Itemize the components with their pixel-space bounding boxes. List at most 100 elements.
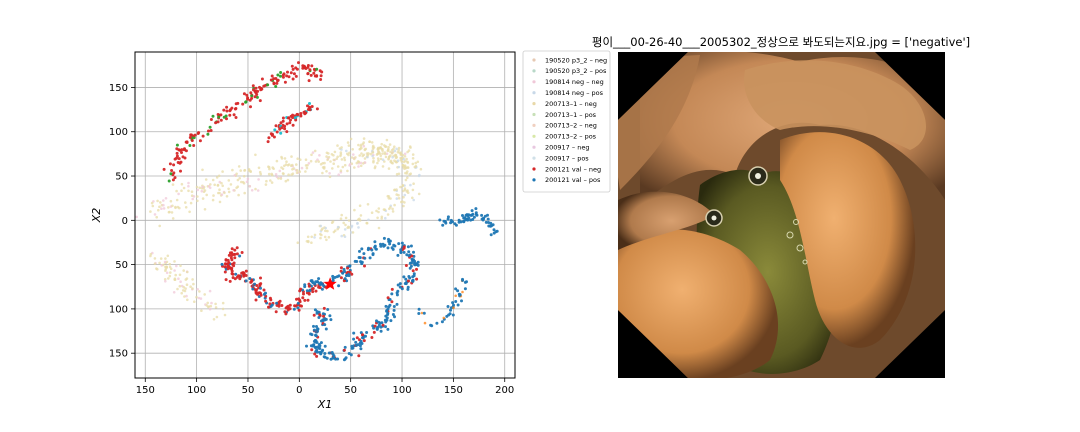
data-point xyxy=(231,276,235,280)
data-point xyxy=(354,340,358,344)
data-point xyxy=(332,356,336,359)
data-point xyxy=(178,273,182,277)
data-point xyxy=(449,308,452,312)
data-point xyxy=(224,114,228,118)
legend-entry-label: 190520 p3_2 – neg xyxy=(545,56,607,64)
data-point xyxy=(319,78,323,81)
data-point xyxy=(417,307,421,311)
data-point xyxy=(370,248,374,252)
data-point xyxy=(262,292,266,296)
data-point xyxy=(172,291,176,294)
data-point xyxy=(446,215,450,219)
data-point xyxy=(166,254,170,258)
data-point xyxy=(357,143,360,147)
data-point xyxy=(328,314,332,318)
data-point xyxy=(377,226,381,230)
data-point xyxy=(217,174,221,178)
data-point xyxy=(346,141,350,144)
data-point xyxy=(397,197,401,200)
data-point xyxy=(385,138,389,142)
data-point xyxy=(206,132,210,136)
data-point xyxy=(463,287,467,291)
data-point xyxy=(388,242,392,246)
data-point xyxy=(279,121,283,125)
data-point xyxy=(474,212,478,216)
y-tick-label: 150 xyxy=(109,83,128,94)
data-point xyxy=(387,239,391,243)
data-point xyxy=(197,296,201,300)
data-point xyxy=(306,64,310,67)
data-point xyxy=(149,254,152,258)
data-point xyxy=(299,112,303,115)
data-point xyxy=(375,153,379,156)
data-point xyxy=(234,272,238,276)
data-point xyxy=(343,277,347,281)
data-point xyxy=(389,159,393,163)
data-point xyxy=(301,296,305,300)
data-point xyxy=(358,256,362,260)
data-point xyxy=(342,221,346,225)
data-point xyxy=(325,238,328,242)
data-point xyxy=(208,186,212,190)
data-point xyxy=(266,83,270,87)
data-point xyxy=(201,134,205,138)
data-point xyxy=(265,179,268,183)
data-point xyxy=(259,286,262,290)
data-point xyxy=(234,102,238,106)
data-point xyxy=(175,189,178,193)
data-point xyxy=(266,140,270,144)
data-point xyxy=(336,144,339,147)
data-point xyxy=(291,77,295,81)
data-point xyxy=(188,144,192,147)
data-point xyxy=(258,282,262,286)
data-point xyxy=(167,277,170,280)
data-point xyxy=(299,287,303,291)
data-point xyxy=(255,95,259,99)
legend-swatch xyxy=(532,123,536,127)
data-point xyxy=(217,191,220,195)
data-point xyxy=(264,299,268,303)
data-point xyxy=(409,244,413,248)
data-point xyxy=(285,305,289,309)
data-point xyxy=(228,113,232,117)
data-point xyxy=(390,300,394,304)
data-point xyxy=(377,207,381,210)
data-point xyxy=(325,155,328,158)
data-point xyxy=(250,189,254,192)
data-point xyxy=(240,251,244,254)
data-point xyxy=(254,153,257,157)
data-point xyxy=(288,121,292,125)
data-point xyxy=(362,252,366,256)
data-point xyxy=(237,165,241,168)
data-point xyxy=(347,219,351,222)
data-point xyxy=(308,289,312,293)
legend-swatch xyxy=(532,156,536,160)
data-point xyxy=(411,269,415,273)
data-point xyxy=(362,153,366,157)
data-point xyxy=(454,294,458,298)
data-point xyxy=(365,221,369,225)
data-point xyxy=(423,321,427,325)
data-point xyxy=(355,336,359,340)
data-point xyxy=(327,152,330,155)
data-point xyxy=(393,149,397,153)
data-point xyxy=(487,221,490,224)
data-point xyxy=(320,349,324,353)
data-point xyxy=(348,264,352,268)
data-point xyxy=(201,197,205,200)
data-point xyxy=(206,305,210,309)
data-point xyxy=(273,128,277,132)
data-point xyxy=(192,144,196,147)
data-point xyxy=(258,99,262,103)
y-tick-label: 100 xyxy=(109,127,128,138)
data-point xyxy=(348,163,352,166)
data-point xyxy=(330,221,334,224)
data-point xyxy=(339,154,342,158)
data-point xyxy=(315,280,319,284)
x-axis-label: X1 xyxy=(317,398,333,411)
data-point xyxy=(383,208,387,211)
data-point xyxy=(325,356,329,360)
data-point xyxy=(220,262,224,266)
data-point xyxy=(306,235,310,239)
